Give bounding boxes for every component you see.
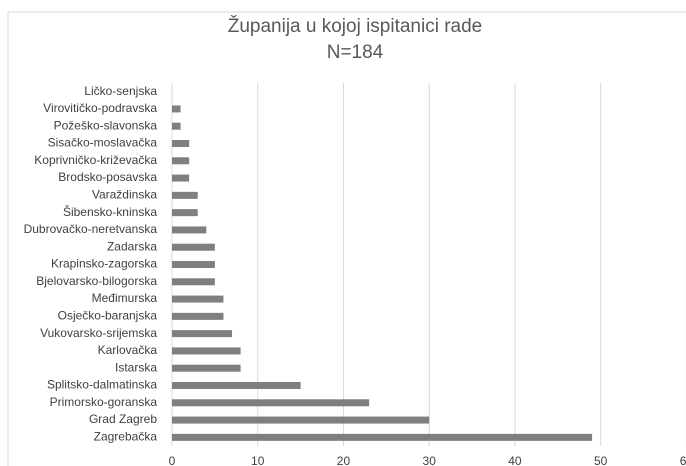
- bar: [172, 278, 215, 286]
- y-tick-label: Virovitičko-podravska: [43, 101, 157, 115]
- bar: [172, 382, 301, 389]
- y-tick-label: Ličko-senjska: [84, 84, 157, 98]
- bar: [172, 364, 241, 372]
- y-tick-label: Međimurska: [92, 291, 158, 305]
- bar: [172, 433, 593, 441]
- bar: [172, 416, 430, 424]
- y-tick-label: Splitsko-dalmatinska: [47, 378, 157, 392]
- bar: [172, 157, 190, 165]
- y-tick-label: Bjelovarsko-bilogorska: [36, 274, 157, 288]
- bar: [172, 312, 224, 320]
- bar: [172, 140, 190, 147]
- bar: [172, 261, 215, 268]
- y-tick-label: Sisačko-moslavačka: [48, 136, 158, 150]
- x-tick-label: 60: [680, 454, 686, 466]
- bar: [172, 174, 190, 182]
- y-tick-label: Koprivničko-križevačka: [34, 153, 157, 167]
- bar: [172, 295, 224, 303]
- y-tick-label: Šibensko-kninska: [63, 204, 157, 219]
- y-tick-label: Dubrovačko-neretvanska: [24, 222, 158, 236]
- y-tick-label: Zadarska: [107, 239, 157, 253]
- y-tick-label: Grad Zagreb: [89, 412, 157, 426]
- x-tick-label: 30: [423, 454, 437, 466]
- x-tick-label: 40: [508, 454, 522, 466]
- bar: [172, 209, 198, 217]
- bar: [172, 399, 370, 407]
- x-tick-label: 20: [337, 454, 351, 466]
- chart-title: Županija u kojoj ispitanici rade: [228, 15, 483, 37]
- bar: [172, 105, 181, 113]
- y-tick-label: Požeško-slavonska: [54, 118, 158, 132]
- x-tick-label: 50: [594, 454, 608, 466]
- y-tick-label: Brodsko-posavska: [58, 170, 157, 184]
- y-tick-label: Zagrebačka: [94, 430, 158, 444]
- bar: [172, 243, 215, 251]
- y-tick-label: Osječko-baranjska: [58, 309, 158, 323]
- y-tick-label: Varaždinska: [92, 188, 157, 202]
- y-tick-label: Karlovačka: [98, 343, 158, 357]
- bar: [172, 347, 241, 355]
- y-tick-label: Vukovarsko-srijemska: [40, 326, 157, 340]
- chart-subtitle: N=184: [327, 42, 384, 63]
- x-tick-label: 10: [251, 454, 265, 466]
- y-tick-label: Primorsko-goranska: [50, 395, 158, 409]
- x-tick-label: 0: [169, 454, 176, 466]
- bar: [172, 122, 181, 130]
- bar: [172, 330, 233, 338]
- bar: [172, 191, 198, 199]
- y-tick-label: Istarska: [115, 360, 157, 374]
- bar: [172, 226, 207, 234]
- y-tick-label: Krapinsko-zagorska: [51, 257, 157, 271]
